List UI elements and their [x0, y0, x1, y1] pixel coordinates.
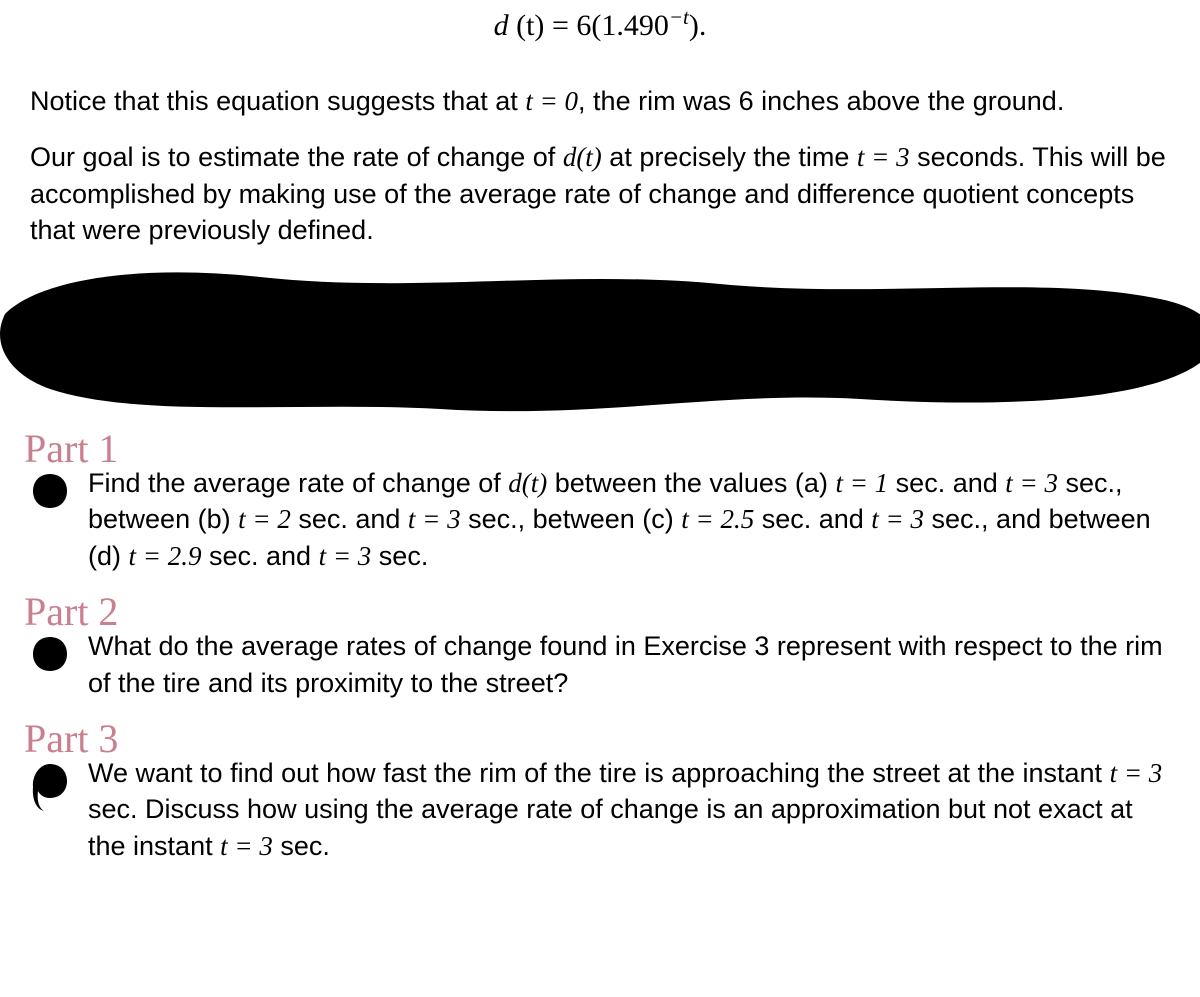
- p2-a: Our goal is to estimate the rate of chan…: [30, 142, 563, 172]
- paragraph-1: Notice that this equation suggests that …: [30, 83, 1170, 119]
- p1-a: Notice that this equation suggests that …: [30, 86, 525, 116]
- question-text: Find the average rate of change of d(t) …: [88, 465, 1170, 574]
- bullet-row: What do the average rates of change foun…: [30, 628, 1170, 701]
- part-block: Part 2What do the average rates of chang…: [30, 592, 1170, 701]
- math-inline: t = 2.5: [681, 504, 754, 534]
- text-run: sec. and: [291, 504, 408, 534]
- bullet-row: We want to find out how fast the rim of …: [30, 755, 1170, 864]
- eq-sup: −t: [669, 5, 689, 29]
- page: d (t) = 6(1.490−t). Notice that this equ…: [0, 0, 1200, 997]
- redaction-path: [0, 272, 1200, 411]
- redaction-svg: [0, 259, 1200, 429]
- text-run: between the values (a): [547, 468, 835, 498]
- text-run: We want to find out how fast the rim of …: [88, 758, 1110, 788]
- text-run: sec.: [371, 541, 428, 571]
- math-inline: t = 3: [1110, 758, 1163, 788]
- bullet-icon: [30, 634, 70, 674]
- bullet-icon: [30, 761, 70, 811]
- eq-mid: = 6(1.490: [544, 9, 668, 42]
- question-text: What do the average rates of change foun…: [88, 628, 1170, 701]
- p2-b: at precisely the time: [602, 142, 857, 172]
- math-inline: t = 3: [871, 504, 924, 534]
- p2-dt: d(t): [563, 142, 602, 172]
- text-run: sec. and: [201, 541, 318, 571]
- eq-lhs: (t): [516, 9, 544, 42]
- bullet-icon: [30, 471, 70, 511]
- math-inline: t = 2: [238, 504, 291, 534]
- math-inline: t = 3: [319, 541, 372, 571]
- text-run: Find the average rate of change of: [88, 468, 508, 498]
- math-inline: t = 3: [1005, 468, 1058, 498]
- eq-tail: ).: [689, 9, 707, 42]
- text-run: sec., between (c): [461, 504, 682, 534]
- math-inline: t = 1: [835, 468, 888, 498]
- paragraph-2: Our goal is to estimate the rate of chan…: [30, 139, 1170, 248]
- text-run: sec. and: [888, 468, 1005, 498]
- math-inline: t = 2.9: [129, 541, 202, 571]
- math-inline: t = 3: [408, 504, 461, 534]
- text-run: What do the average rates of change foun…: [88, 631, 1163, 697]
- eq-d: d: [494, 9, 517, 42]
- parts-container: Part 1Find the average rate of change of…: [30, 429, 1170, 865]
- p2-t3: t = 3: [857, 142, 910, 172]
- p1-t0: t = 0: [525, 86, 578, 116]
- part-label: Part 2: [24, 592, 1170, 632]
- equation-display: d (t) = 6(1.490−t).: [30, 0, 1170, 63]
- bullet-row: Find the average rate of change of d(t) …: [30, 465, 1170, 574]
- p1-b: , the rim was 6 inches above the ground.: [578, 86, 1064, 116]
- question-text: We want to find out how fast the rim of …: [88, 755, 1170, 864]
- part-block: Part 1Find the average rate of change of…: [30, 429, 1170, 574]
- part-label: Part 1: [24, 429, 1170, 469]
- redaction-scribble: [30, 259, 1170, 429]
- part-label: Part 3: [24, 719, 1170, 759]
- math-inline: t = 3: [220, 831, 273, 861]
- text-run: sec. and: [754, 504, 871, 534]
- part-block: Part 3We want to find out how fast the r…: [30, 719, 1170, 864]
- text-run: sec.: [273, 831, 330, 861]
- math-inline: d(t): [508, 468, 547, 498]
